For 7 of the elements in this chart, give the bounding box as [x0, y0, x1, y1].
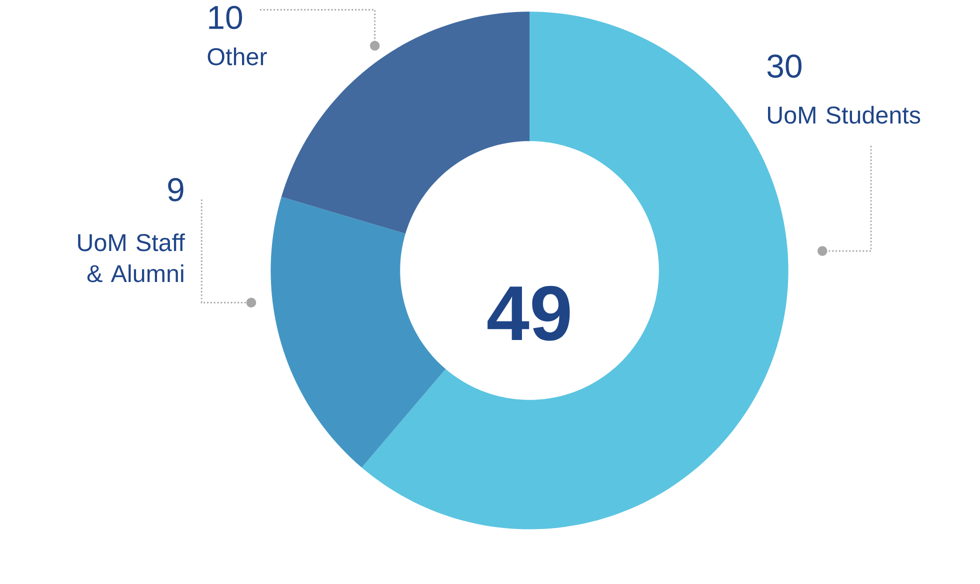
slice-label: Other: [208, 48, 267, 66]
text: 49: [488, 286, 570, 341]
data-label: 9: [168, 178, 184, 202]
data-label: 30: [767, 54, 802, 78]
data-label: 10: [209, 6, 242, 30]
slice-label: UoM Staff & Alumni: [78, 234, 185, 282]
slice-label: UoM Students: [768, 106, 920, 124]
